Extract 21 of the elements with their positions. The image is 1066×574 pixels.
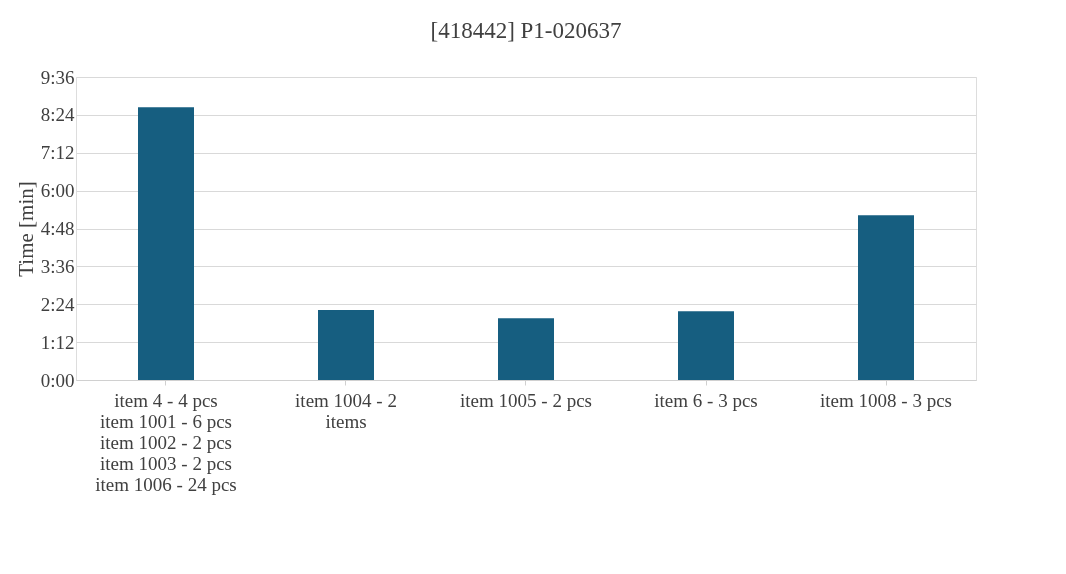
y-axis-title: Time [min] xyxy=(13,181,38,277)
bar xyxy=(318,309,374,380)
x-tick-label: item 4 - 4 pcs item 1001 - 6 pcs item 1002 - 2 pcs item 1003 - 2 pcs item 1006 - 24 pcs xyxy=(95,389,237,495)
y-tick-label: 3:36 xyxy=(40,255,75,277)
x-tick-label: item 6 - 3 pcs xyxy=(654,389,758,411)
y-tick-label: 2:24 xyxy=(40,293,75,315)
y-tick-label: 9:36 xyxy=(40,66,75,88)
x-tick-label: item 1004 - 2 items xyxy=(295,389,397,432)
y-tick-label: 0:00 xyxy=(40,369,75,391)
y-tick-label: 7:12 xyxy=(40,142,75,164)
y-tick-label: 4:48 xyxy=(40,218,75,239)
y-tick-label: 8:24 xyxy=(40,104,75,126)
x-tick-label: item 1008 - 3 pcs xyxy=(820,389,952,411)
bar xyxy=(858,215,914,380)
bar xyxy=(678,311,734,380)
x-tick-label: item 1005 - 2 pcs xyxy=(460,389,592,411)
chart-title: [418442] P1-020637 xyxy=(430,18,622,43)
bar xyxy=(138,107,194,380)
y-tick-label: 6:00 xyxy=(40,180,75,202)
y-tick-label: 1:12 xyxy=(40,331,75,353)
bar xyxy=(498,318,554,380)
